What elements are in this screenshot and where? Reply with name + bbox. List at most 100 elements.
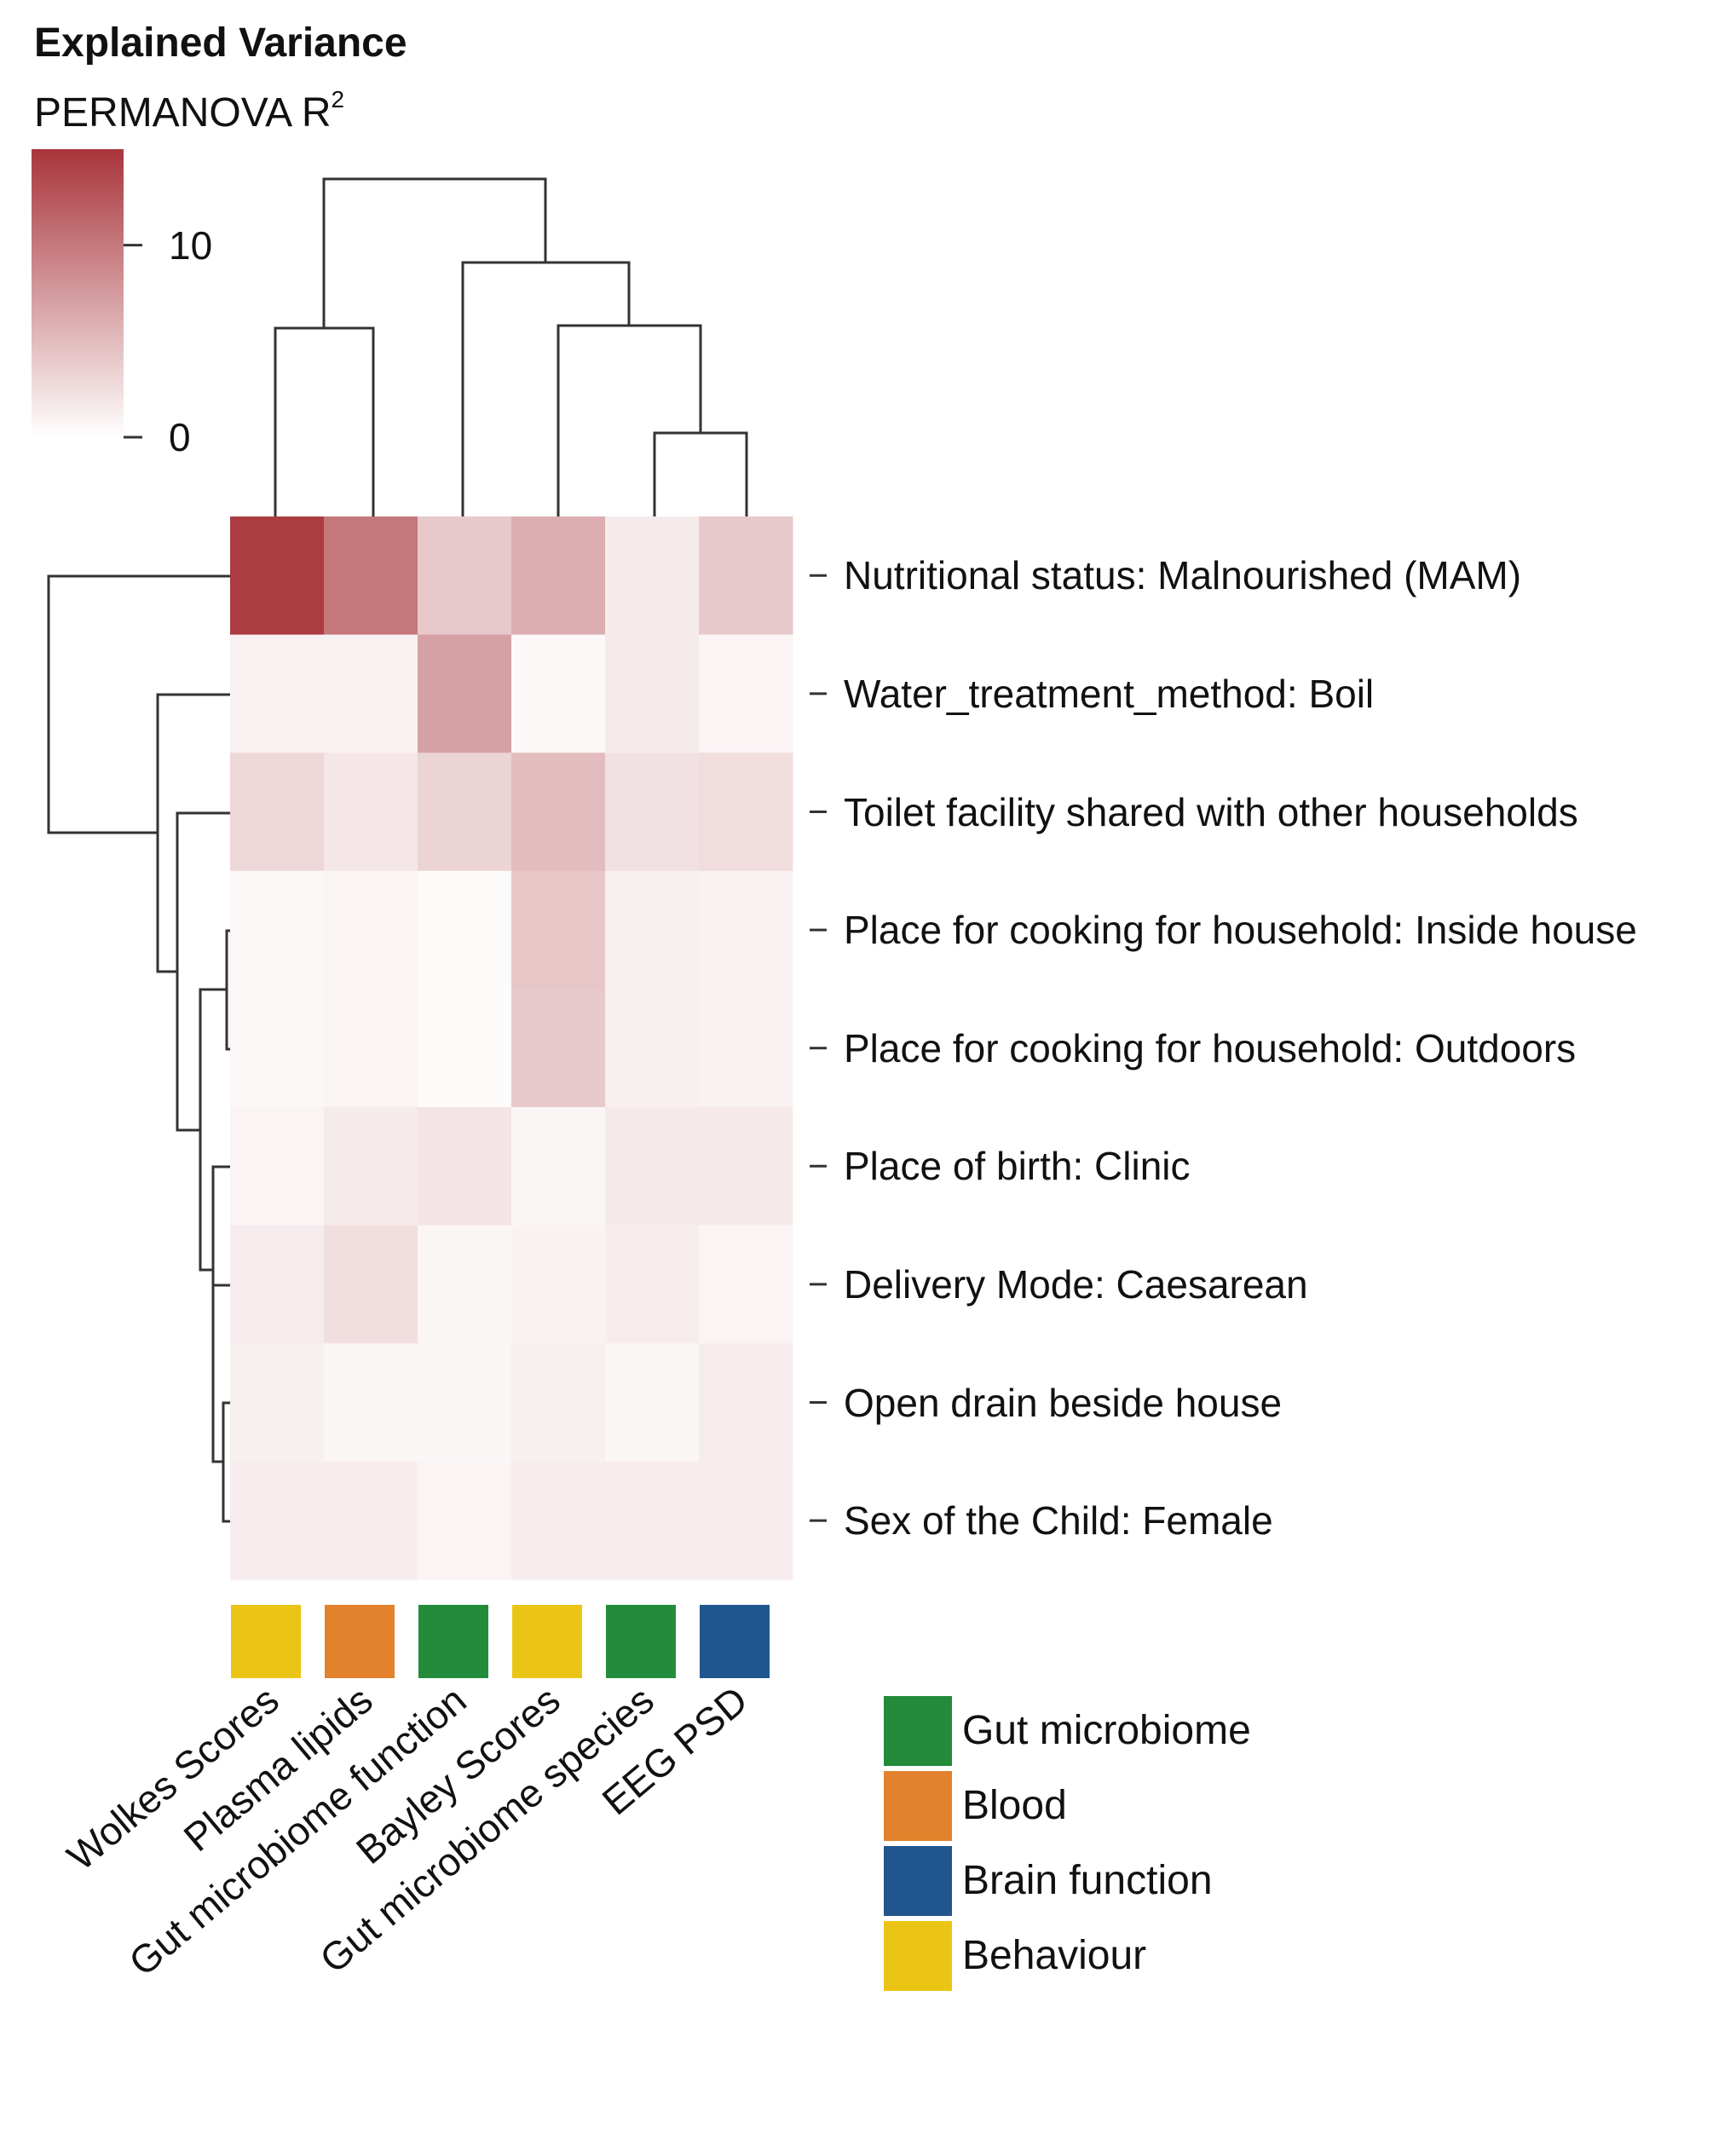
heatmap-cell bbox=[605, 516, 700, 636]
heatmap-cell bbox=[230, 1343, 325, 1463]
column-category-swatch bbox=[325, 1605, 395, 1678]
heatmap-cell bbox=[418, 1343, 512, 1463]
heatmap-cell bbox=[699, 753, 793, 872]
column-category-swatch bbox=[606, 1605, 676, 1678]
heatmap-cell bbox=[230, 634, 325, 753]
heatmap-cell bbox=[699, 1461, 793, 1580]
category-legend-label: Gut microbiome bbox=[962, 1708, 1251, 1753]
dendrogram-branch bbox=[653, 431, 748, 516]
heatmap-cell bbox=[324, 1461, 418, 1580]
legend-subtitle: PERMANOVA R2 bbox=[34, 75, 344, 138]
heatmap-cell bbox=[699, 989, 793, 1108]
heatmap-cell bbox=[324, 516, 418, 636]
colorbar-tick-label: 10 bbox=[169, 222, 213, 268]
column-category-swatch bbox=[512, 1605, 582, 1678]
heatmap-cell bbox=[418, 989, 512, 1108]
dendrogram-branch bbox=[156, 693, 230, 973]
category-legend-swatch bbox=[884, 1771, 952, 1841]
heatmap-cell bbox=[699, 634, 793, 753]
dendrogram-branch bbox=[222, 1401, 230, 1523]
heatmap-cell bbox=[511, 1107, 606, 1226]
heatmap-cell bbox=[418, 870, 512, 989]
heatmap-cell bbox=[230, 1461, 325, 1580]
heatmap-cell bbox=[230, 989, 325, 1108]
heatmap-cell bbox=[605, 1225, 700, 1344]
category-legend-label: Behaviour bbox=[962, 1933, 1147, 1978]
heatmap-cell bbox=[324, 1107, 418, 1226]
heatmap-cell bbox=[324, 634, 418, 753]
heatmap-cell bbox=[418, 1461, 512, 1580]
heatmap-cell bbox=[699, 1107, 793, 1226]
column-category-swatch bbox=[231, 1605, 301, 1678]
heatmap-cell bbox=[511, 1461, 606, 1580]
heatmap-cells bbox=[230, 516, 793, 1580]
heatmap-cell bbox=[605, 1461, 700, 1580]
dendrogram-branch bbox=[322, 177, 547, 328]
row-label: Nutritional status: Malnourished (MAM) bbox=[844, 553, 1522, 598]
dendrogram-branch bbox=[225, 929, 230, 1051]
heatmap-chart bbox=[32, 149, 827, 1678]
heatmap-cell bbox=[605, 753, 700, 872]
category-legend-swatch bbox=[884, 1696, 952, 1766]
dendrogram-branch bbox=[211, 1284, 230, 1463]
heatmap-cell bbox=[511, 634, 606, 753]
dendrogram-branch bbox=[461, 261, 631, 516]
heatmap-cell bbox=[511, 989, 606, 1108]
colorbar-tick-label: 0 bbox=[169, 415, 191, 459]
heatmap-cell bbox=[605, 989, 700, 1108]
heatmap-cell bbox=[511, 516, 606, 636]
heatmap-cell bbox=[511, 870, 606, 989]
heatmap-cell bbox=[511, 753, 606, 872]
heatmap-cell bbox=[230, 870, 325, 989]
heatmap-cell bbox=[699, 870, 793, 989]
heatmap-cell bbox=[605, 1107, 700, 1226]
heatmap-cell bbox=[699, 1225, 793, 1344]
heatmap-cell bbox=[511, 1343, 606, 1463]
heatmap-cell bbox=[418, 753, 512, 872]
heatmap-cell bbox=[418, 516, 512, 636]
heatmap-cell bbox=[324, 870, 418, 989]
heatmap-cell bbox=[230, 1107, 325, 1226]
heatmap-cell bbox=[324, 753, 418, 872]
heatmap-cell bbox=[699, 516, 793, 636]
row-label: Delivery Mode: Caesarean bbox=[844, 1261, 1308, 1307]
row-dendrogram bbox=[47, 574, 230, 1523]
row-tick-marks bbox=[810, 574, 827, 1522]
dendrogram-branch bbox=[211, 1165, 230, 1374]
heatmap-cell bbox=[230, 516, 325, 636]
dendrogram-branch bbox=[47, 574, 230, 834]
heatmap-cell bbox=[230, 753, 325, 872]
heatmap-cell bbox=[418, 634, 512, 753]
legend-subtitle-text: PERMANOVA R bbox=[34, 90, 332, 136]
column-category-swatch bbox=[700, 1605, 770, 1678]
row-label: Water_treatment_method: Boil bbox=[844, 671, 1375, 716]
column-category-swatch bbox=[418, 1605, 488, 1678]
column-dendrogram bbox=[274, 177, 748, 516]
colorbar bbox=[32, 149, 124, 437]
legend-subtitle-superscript: 2 bbox=[331, 86, 345, 113]
heatmap-cell bbox=[418, 1225, 512, 1344]
heatmap-cell bbox=[324, 1225, 418, 1344]
heatmap-cell bbox=[511, 1225, 606, 1344]
heatmap-cell bbox=[418, 1107, 512, 1226]
row-label: Open drain beside house bbox=[844, 1380, 1283, 1425]
row-label: Toilet facility shared with other househ… bbox=[844, 789, 1578, 834]
dendrogram-branch bbox=[557, 324, 702, 516]
category-legend-label: Brain function bbox=[962, 1858, 1213, 1903]
heatmap-cell bbox=[605, 634, 700, 753]
dendrogram-branch bbox=[274, 326, 375, 516]
column-category-strip bbox=[231, 1605, 770, 1678]
heatmap-cell bbox=[324, 989, 418, 1108]
category-legend-swatch bbox=[884, 1846, 952, 1916]
heatmap-cell bbox=[699, 1343, 793, 1463]
category-legend-swatch bbox=[884, 1921, 952, 1991]
heatmap-cell bbox=[605, 1343, 700, 1463]
row-label: Place for cooking for household: Inside … bbox=[844, 908, 1637, 953]
legend-title: Explained Variance bbox=[34, 20, 407, 66]
row-label: Place for cooking for household: Outdoor… bbox=[844, 1025, 1577, 1070]
heatmap-cell bbox=[230, 1225, 325, 1344]
category-legend-label: Blood bbox=[962, 1783, 1067, 1828]
heatmap-cell bbox=[324, 1343, 418, 1463]
dendrogram-branch bbox=[176, 811, 230, 1132]
row-label: Place of birth: Clinic bbox=[844, 1144, 1191, 1189]
